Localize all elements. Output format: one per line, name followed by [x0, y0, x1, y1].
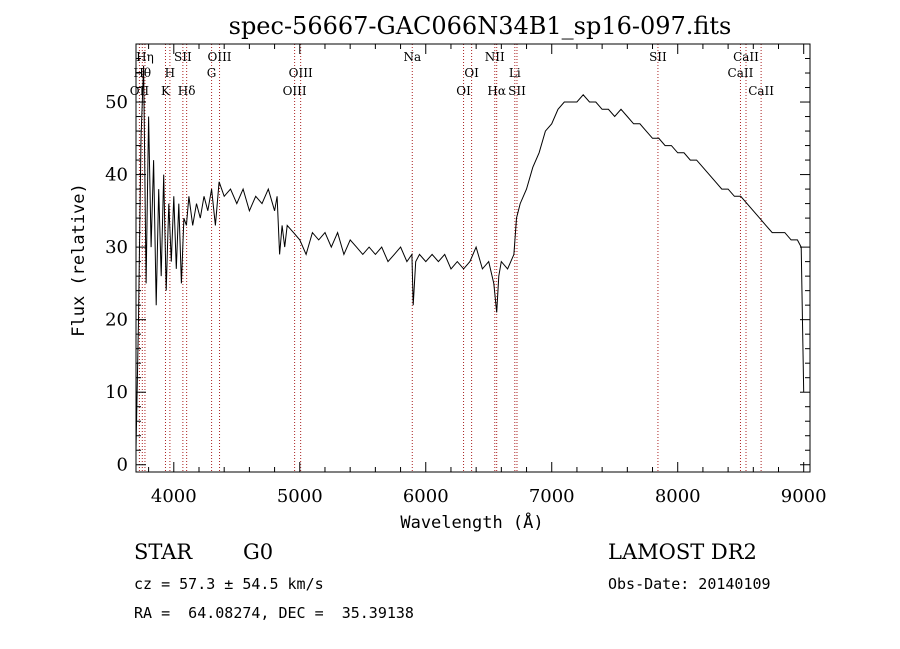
- line-label-12: OI: [456, 84, 471, 98]
- x-axis-label: Wavelength (Å): [400, 511, 543, 533]
- line-label-1: Hθ: [133, 66, 151, 80]
- y-tick-label-3: 30: [105, 237, 128, 258]
- y-tick-label-5: 50: [105, 92, 128, 113]
- line-label-7: G: [207, 66, 217, 80]
- line-label-13: OI: [464, 66, 479, 80]
- x-tick-label-2: 6000: [403, 486, 449, 507]
- y-tick-label-4: 40: [105, 165, 128, 186]
- line-label-19: CaII: [728, 66, 754, 80]
- line-label-4: H: [165, 66, 175, 80]
- emission-line-markers: [138, 44, 762, 472]
- object-subclass: G0: [243, 540, 274, 564]
- object-class: STAR: [134, 540, 193, 564]
- coordinates: RA = 64.08274, DEC = 35.39138: [134, 604, 414, 622]
- x-tick-label-1: 5000: [277, 486, 323, 507]
- plot-frame: [135, 43, 811, 473]
- x-tick-label-4: 8000: [655, 486, 701, 507]
- line-label-21: CaII: [748, 84, 774, 98]
- line-label-11: Na: [403, 50, 421, 64]
- redshift-value: cz = 57.3 ± 54.5 km/s: [134, 575, 324, 593]
- line-label-14: NII: [485, 50, 505, 64]
- line-label-17: SII: [508, 84, 526, 98]
- y-axis-ticks: 0 10 20 30 40 50: [105, 58, 810, 476]
- observation-date: Obs-Date: 20140109: [608, 575, 771, 593]
- x-tick-label-5: 9000: [781, 486, 827, 507]
- x-tick-label-0: 4000: [151, 486, 197, 507]
- y-tick-label-1: 10: [105, 382, 128, 403]
- y-tick-label-0: 0: [117, 455, 128, 476]
- emission-line-labels: OII Hθ Hη KH SII Hδ G OIII OIII OIII Na OI OI NII HαLi…: [130, 50, 775, 98]
- line-label-3: K: [161, 84, 171, 98]
- line-label-9: OIII: [283, 84, 307, 98]
- spectrum-line: [135, 65, 805, 451]
- line-label-18: SII: [649, 50, 667, 64]
- line-label-10: OIII: [289, 66, 313, 80]
- line-label-0: OII: [130, 84, 150, 98]
- line-label-16: Li: [509, 66, 521, 80]
- y-tick-label-2: 20: [105, 310, 128, 331]
- line-label-20: CaII: [733, 50, 759, 64]
- survey-name: LAMOST DR2: [608, 540, 757, 564]
- x-axis-ticks: 4000 5000 6000 7000 8000 9000: [148, 44, 827, 507]
- line-label-2: Hη: [136, 50, 154, 64]
- y-axis-label: Flux (relative): [69, 183, 89, 337]
- x-tick-label-3: 7000: [529, 486, 575, 507]
- line-label-15: Hα: [487, 84, 506, 98]
- line-label-6: Hδ: [178, 84, 196, 98]
- line-label-8: OIII: [207, 50, 231, 64]
- line-label-5: SII: [174, 50, 192, 64]
- chart-title: spec-56667-GAC066N34B1_sp16-097.fits: [229, 12, 732, 40]
